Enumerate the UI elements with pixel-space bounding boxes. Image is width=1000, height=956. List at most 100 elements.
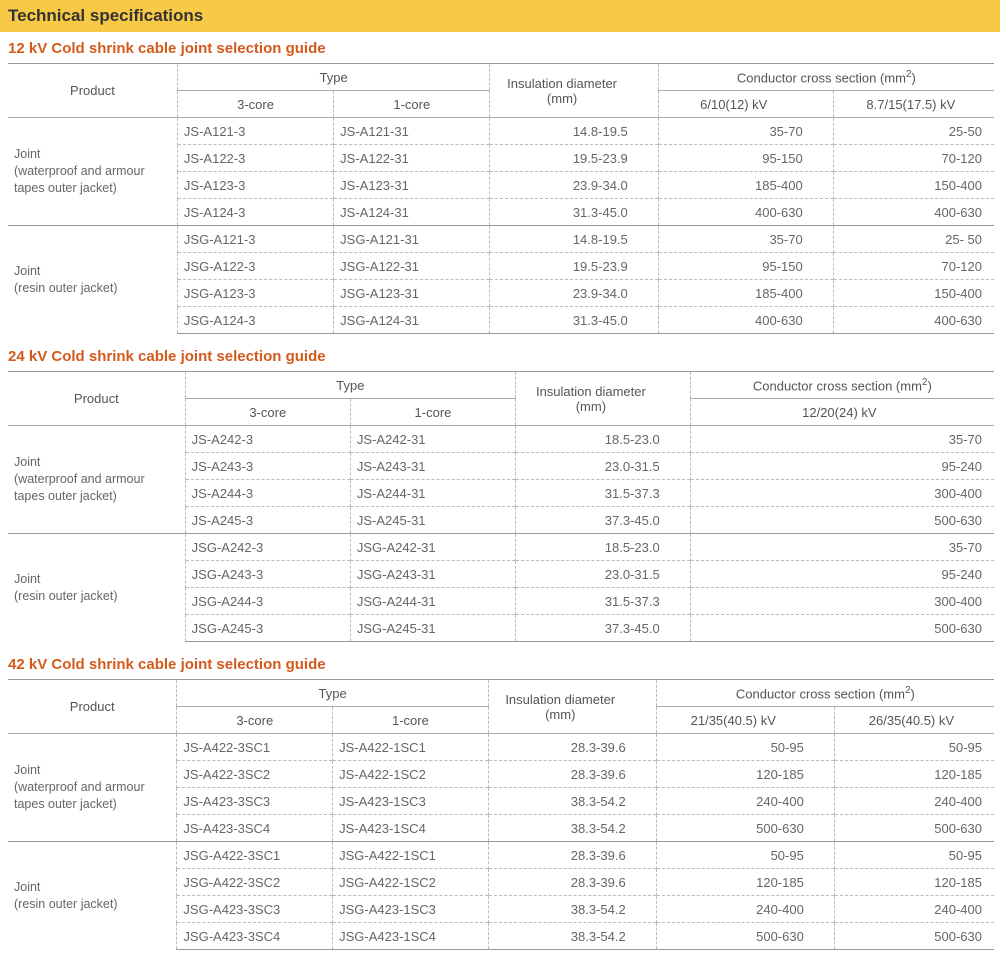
col-insulation: Insulation diameter(mm)	[516, 372, 691, 426]
cell-cc1: 500-630	[656, 815, 834, 842]
product-label: Joint(resin outer jacket)	[8, 842, 177, 950]
section-title: 24 kV Cold shrink cable joint selection …	[0, 340, 1000, 371]
col-type: Type	[177, 64, 490, 91]
cell-cc1: 240-400	[656, 788, 834, 815]
cell-1core: JSG-A423-1SC4	[333, 923, 489, 950]
table-row: Joint(resin outer jacket)JSG-A121-3JSG-A…	[8, 226, 994, 253]
cell-ins: 19.5-23.9	[490, 145, 658, 172]
cell-3core: JS-A423-3SC4	[177, 815, 333, 842]
cell-ins: 28.3-39.6	[488, 734, 656, 761]
table-row: Joint(resin outer jacket)JSG-A422-3SC1JS…	[8, 842, 994, 869]
cell-1core: JS-A423-1SC4	[333, 815, 489, 842]
cell-1core: JSG-A124-31	[334, 307, 490, 334]
cell-cc1: 120-185	[656, 761, 834, 788]
page-title: Technical specifications	[0, 0, 1000, 32]
col-type: Type	[177, 680, 488, 707]
spec-table: ProductTypeInsulation diameter(mm)Conduc…	[8, 679, 994, 950]
cell-ins: 23.0-31.5	[516, 453, 691, 480]
cell-ins: 18.5-23.0	[516, 534, 691, 561]
cell-3core: JSG-A244-3	[185, 588, 350, 615]
cell-ins: 38.3-54.2	[488, 923, 656, 950]
cell-1core: JS-A123-31	[334, 172, 490, 199]
cell-cc: 300-400	[690, 588, 994, 615]
cell-3core: JSG-A124-3	[177, 307, 333, 334]
cell-1core: JSG-A422-1SC2	[333, 869, 489, 896]
cell-3core: JS-A422-3SC2	[177, 761, 333, 788]
cell-ins: 38.3-54.2	[488, 896, 656, 923]
cell-1core: JSG-A422-1SC1	[333, 842, 489, 869]
cell-3core: JS-A423-3SC3	[177, 788, 333, 815]
cell-cc: 35-70	[690, 426, 994, 453]
cell-cc2: 150-400	[833, 280, 994, 307]
product-label: Joint(waterproof and armourtapes outer j…	[8, 426, 185, 534]
cell-cc1: 95-150	[658, 253, 833, 280]
col-cc1: 6/10(12) kV	[658, 91, 833, 118]
cell-ins: 28.3-39.6	[488, 761, 656, 788]
cell-ins: 38.3-54.2	[488, 815, 656, 842]
cell-1core: JS-A245-31	[350, 507, 515, 534]
cell-1core: JSG-A423-1SC3	[333, 896, 489, 923]
cell-3core: JS-A124-3	[177, 199, 333, 226]
cell-1core: JS-A422-1SC2	[333, 761, 489, 788]
cell-cc1: 95-150	[658, 145, 833, 172]
cell-cc2: 240-400	[834, 788, 994, 815]
table-row: Joint(waterproof and armourtapes outer j…	[8, 426, 994, 453]
cell-3core: JSG-A123-3	[177, 280, 333, 307]
cell-1core: JSG-A122-31	[334, 253, 490, 280]
cell-ins: 23.9-34.0	[490, 280, 658, 307]
table-row: Joint(waterproof and armourtapes outer j…	[8, 734, 994, 761]
cell-cc1: 185-400	[658, 280, 833, 307]
cell-3core: JSG-A423-3SC4	[177, 923, 333, 950]
col-type: Type	[185, 372, 515, 399]
cell-cc2: 500-630	[834, 923, 994, 950]
cell-cc2: 70-120	[833, 253, 994, 280]
cell-1core: JS-A242-31	[350, 426, 515, 453]
table-row: Joint(resin outer jacket)JSG-A242-3JSG-A…	[8, 534, 994, 561]
cell-1core: JS-A124-31	[334, 199, 490, 226]
table-row: Joint(waterproof and armourtapes outer j…	[8, 118, 994, 145]
col-insulation: Insulation diameter(mm)	[488, 680, 656, 734]
cell-1core: JSG-A242-31	[350, 534, 515, 561]
col-cc: 12/20(24) kV	[690, 399, 994, 426]
spec-table: ProductTypeInsulation diameter(mm)Conduc…	[8, 371, 994, 642]
cell-cc2: 240-400	[834, 896, 994, 923]
cell-3core: JS-A122-3	[177, 145, 333, 172]
cell-cc2: 70-120	[833, 145, 994, 172]
cell-1core: JS-A243-31	[350, 453, 515, 480]
cell-cc: 95-240	[690, 453, 994, 480]
cell-ins: 28.3-39.6	[488, 842, 656, 869]
col-3core: 3-core	[185, 399, 350, 426]
cell-3core: JS-A121-3	[177, 118, 333, 145]
col-3core: 3-core	[177, 707, 333, 734]
cell-1core: JS-A244-31	[350, 480, 515, 507]
cell-3core: JSG-A121-3	[177, 226, 333, 253]
cell-ins: 28.3-39.6	[488, 869, 656, 896]
cell-cc1: 50-95	[656, 842, 834, 869]
spec-table: ProductTypeInsulation diameter(mm)Conduc…	[8, 63, 994, 334]
col-3core: 3-core	[177, 91, 333, 118]
cell-cc1: 35-70	[658, 226, 833, 253]
cell-ins: 23.0-31.5	[516, 561, 691, 588]
cell-3core: JSG-A122-3	[177, 253, 333, 280]
cell-cc1: 185-400	[658, 172, 833, 199]
product-label: Joint(resin outer jacket)	[8, 226, 177, 334]
col-conductor: Conductor cross section (mm2)	[656, 680, 994, 707]
cell-cc2: 120-185	[834, 869, 994, 896]
cell-3core: JSG-A245-3	[185, 615, 350, 642]
section-title: 12 kV Cold shrink cable joint selection …	[0, 32, 1000, 63]
cell-ins: 37.3-45.0	[516, 507, 691, 534]
cell-cc1: 400-630	[658, 307, 833, 334]
cell-3core: JS-A123-3	[177, 172, 333, 199]
col-cc1: 21/35(40.5) kV	[656, 707, 834, 734]
cell-cc2: 120-185	[834, 761, 994, 788]
cell-cc2: 500-630	[834, 815, 994, 842]
cell-1core: JSG-A121-31	[334, 226, 490, 253]
cell-cc2: 50-95	[834, 734, 994, 761]
cell-cc1: 500-630	[656, 923, 834, 950]
col-1core: 1-core	[350, 399, 515, 426]
section-title: 42 kV Cold shrink cable joint selection …	[0, 648, 1000, 679]
cell-ins: 31.3-45.0	[490, 199, 658, 226]
cell-3core: JS-A242-3	[185, 426, 350, 453]
cell-3core: JS-A422-3SC1	[177, 734, 333, 761]
cell-ins: 31.5-37.3	[516, 480, 691, 507]
